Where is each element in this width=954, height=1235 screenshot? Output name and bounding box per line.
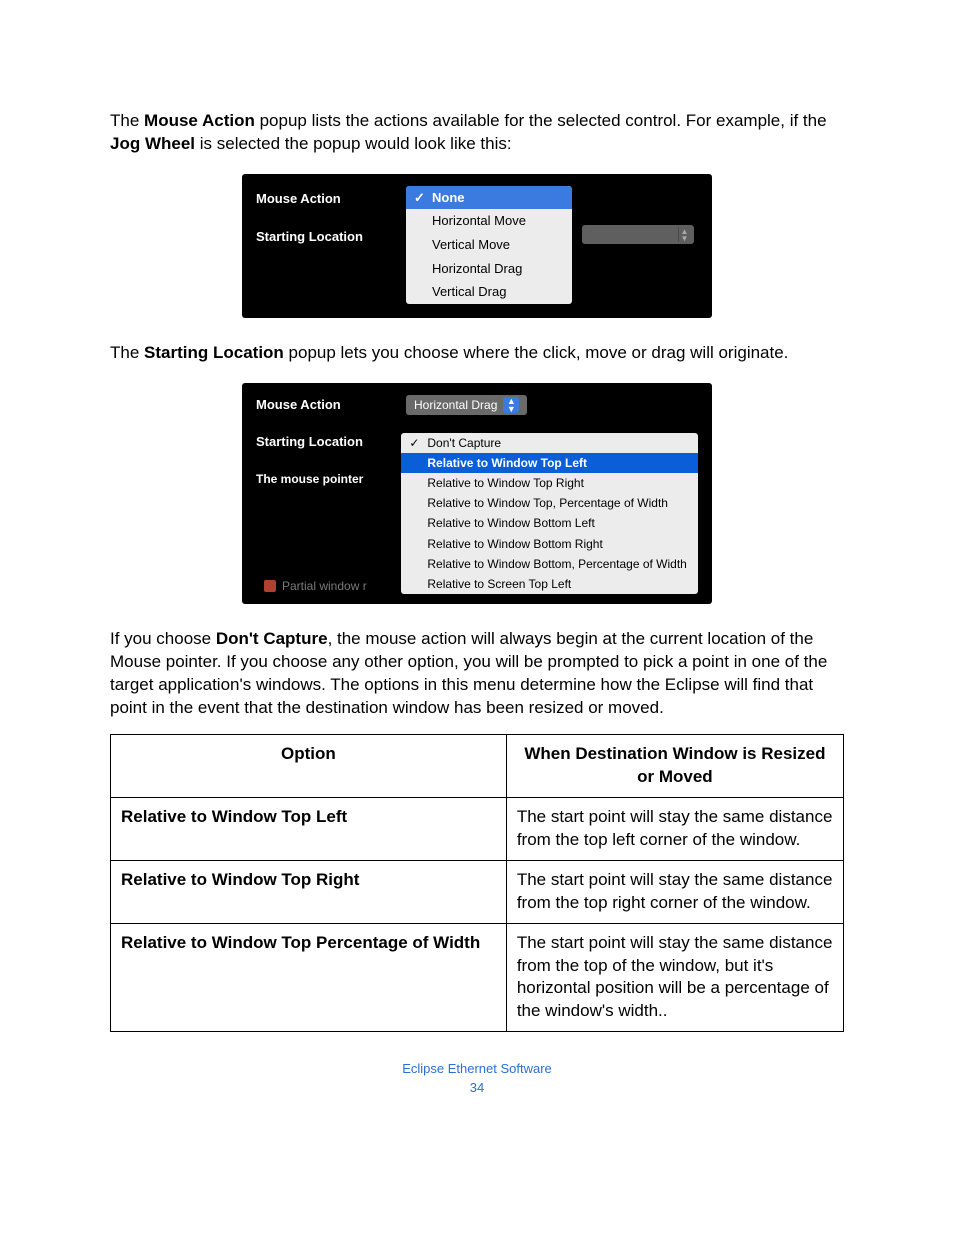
menu-item-relative-top-pct[interactable]: Relative to Window Top, Percentage of Wi…	[401, 493, 698, 513]
table-row: Relative to Window Top Percentage of Wid…	[111, 923, 844, 1032]
checkbox-partial-window[interactable]: Partial window r	[264, 578, 367, 594]
table-row: Relative to Window Top Right The start p…	[111, 860, 844, 923]
cell-option: Relative to Window Top Right	[111, 860, 507, 923]
dropdown-starting-location[interactable]: Don't Capture Relative to Window Top Lef…	[401, 433, 698, 595]
table-header-option: Option	[111, 734, 507, 797]
footer-title: Eclipse Ethernet Software	[110, 1060, 844, 1078]
menu-item-horizontal-drag[interactable]: Horizontal Drag	[406, 257, 572, 281]
dropdown-mouse-action[interactable]: None Horizontal Move Vertical Move Horiz…	[406, 186, 572, 304]
footer-page-number: 34	[110, 1079, 844, 1097]
menu-item-relative-bottom-pct[interactable]: Relative to Window Bottom, Percentage of…	[401, 554, 698, 574]
cell-desc: The start point will stay the same dista…	[506, 923, 843, 1032]
table-row: Relative to Window Top Left The start po…	[111, 797, 844, 860]
cell-desc: The start point will stay the same dista…	[506, 797, 843, 860]
table-header-desc: When Destination Window is Resized or Mo…	[506, 734, 843, 797]
paragraph-starting-location-intro: The Starting Location popup lets you cho…	[110, 342, 844, 365]
menu-item-relative-top-left[interactable]: Relative to Window Top Left	[401, 453, 698, 473]
paragraph-mouse-action-intro: The Mouse Action popup lists the actions…	[110, 110, 844, 156]
text: popup lists the actions available for th…	[255, 111, 827, 130]
text-bold: Starting Location	[144, 343, 284, 362]
page-footer: Eclipse Ethernet Software 34	[110, 1060, 844, 1096]
cell-option: Relative to Window Top Left	[111, 797, 507, 860]
screenshot-starting-location-popup: Mouse Action Horizontal Drag ▲▼ Starting…	[242, 383, 712, 605]
label-mouse-pointer: The mouse pointer	[256, 471, 363, 487]
select-starting-location[interactable]: ▲▼	[582, 225, 694, 244]
menu-item-relative-bottom-left[interactable]: Relative to Window Bottom Left	[401, 513, 698, 533]
table-options: Option When Destination Window is Resize…	[110, 734, 844, 1032]
menu-item-dont-capture[interactable]: Don't Capture	[401, 433, 698, 453]
menu-item-relative-bottom-right[interactable]: Relative to Window Bottom Right	[401, 534, 698, 554]
text: is selected the popup would look like th…	[195, 134, 512, 153]
menu-item-relative-screen-top-left[interactable]: Relative to Screen Top Left	[401, 574, 698, 594]
select-mouse-action[interactable]: Horizontal Drag ▲▼	[406, 395, 527, 415]
screenshot-mouse-action-popup: Mouse Action None Horizontal Move Vertic…	[242, 174, 712, 318]
text: popup lets you choose where the click, m…	[284, 343, 789, 362]
cell-option: Relative to Window Top Percentage of Wid…	[111, 923, 507, 1032]
text: The	[110, 111, 144, 130]
label-mouse-action: Mouse Action	[256, 396, 406, 414]
menu-item-horizontal-move[interactable]: Horizontal Move	[406, 209, 572, 233]
label-mouse-action: Mouse Action	[256, 186, 406, 208]
text-bold: Jog Wheel	[110, 134, 195, 153]
cell-desc: The start point will stay the same dista…	[506, 860, 843, 923]
stepper-icon: ▲▼	[678, 227, 690, 242]
text: The	[110, 343, 144, 362]
paragraph-dont-capture-explain: If you choose Don't Capture, the mouse a…	[110, 628, 844, 720]
checkbox-label: Partial window r	[282, 578, 367, 594]
text-bold: Don't Capture	[216, 629, 328, 648]
chevron-updown-icon: ▲▼	[503, 397, 519, 413]
checkbox-icon	[264, 580, 276, 592]
menu-item-vertical-move[interactable]: Vertical Move	[406, 233, 572, 257]
text-bold: Mouse Action	[144, 111, 255, 130]
menu-item-relative-top-right[interactable]: Relative to Window Top Right	[401, 473, 698, 493]
text: If you choose	[110, 629, 216, 648]
select-mouse-action-value: Horizontal Drag	[414, 397, 497, 413]
table-header-row: Option When Destination Window is Resize…	[111, 734, 844, 797]
menu-item-none[interactable]: None	[406, 186, 572, 210]
menu-item-vertical-drag[interactable]: Vertical Drag	[406, 280, 572, 304]
label-starting-location: Starting Location	[256, 228, 363, 246]
label-starting-location: Starting Location	[256, 433, 401, 451]
